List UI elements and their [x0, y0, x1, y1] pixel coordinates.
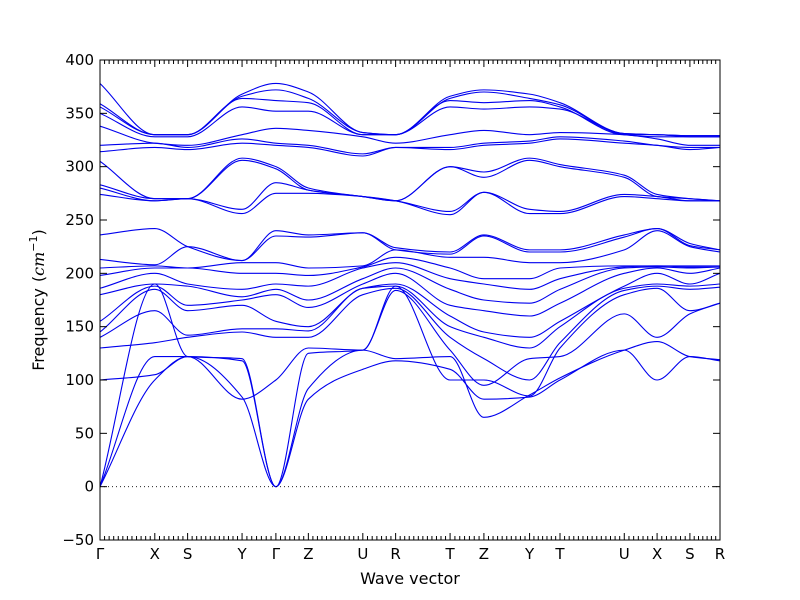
x-tick-label: T [444, 545, 455, 563]
band-line-9 [100, 266, 720, 304]
band-line-8 [100, 267, 720, 322]
y-tick-label: 200 [65, 264, 94, 282]
band-lines [100, 82, 720, 488]
y-tick-label: 250 [65, 211, 94, 229]
plot-area [100, 60, 720, 540]
y-tick-label: −50 [62, 531, 94, 549]
y-tick-label: 400 [65, 51, 94, 69]
y-axis-ticks: −50 0 50 100 150 200 250 300 350 400 [62, 51, 720, 549]
x-tick-label: S [183, 545, 193, 563]
x-tick-label: S [685, 545, 695, 563]
band-line-13 [100, 227, 720, 266]
x-axis-title: Wave vector [360, 569, 460, 588]
band-line-20 [100, 136, 720, 155]
y-tick-label: 50 [75, 424, 94, 442]
x-tick-label: Z [303, 545, 313, 563]
x-tick-label: T [554, 545, 565, 563]
band-line-22 [100, 106, 720, 138]
band-line-11 [100, 256, 720, 280]
x-tick-label: R [390, 545, 400, 563]
y-tick-label: 100 [65, 371, 94, 389]
band-line-18 [100, 157, 720, 202]
band-line-25 [100, 82, 720, 137]
x-tick-label: U [619, 545, 630, 563]
y-axis-unit-exponent: −1 [27, 235, 40, 251]
x-tick-label: Z [479, 545, 489, 563]
y-tick-label: 0 [84, 478, 94, 496]
axis-frame [99, 59, 721, 541]
band-line-4 [100, 285, 720, 400]
band-line-14 [100, 227, 720, 262]
band-line-19 [100, 138, 720, 157]
band-line-1 [100, 349, 720, 488]
x-tick-label: U [357, 545, 368, 563]
y-axis-unit: cm [29, 252, 48, 276]
x-tick-label: Γ [96, 545, 105, 563]
x-tick-label: X [150, 545, 160, 563]
band-line-12 [100, 230, 720, 269]
x-tick-label: Γ [272, 545, 281, 563]
x-tick-label: R [715, 545, 725, 563]
band-line-15 [100, 191, 720, 216]
y-tick-label: 300 [65, 158, 94, 176]
band-line-16 [100, 182, 720, 213]
band-line-6 [100, 283, 720, 349]
x-tick-label: Y [524, 545, 535, 563]
x-tick-label: X [652, 545, 662, 563]
y-axis-title-text: Frequency [29, 288, 48, 371]
y-axis-title: Frequency(cm−1) [27, 229, 48, 371]
x-tick-label: Y [236, 545, 247, 563]
y-tick-label: 150 [65, 318, 94, 336]
band-line-5 [100, 285, 720, 381]
band-line-7 [100, 272, 720, 338]
y-tick-label: 350 [65, 104, 94, 122]
